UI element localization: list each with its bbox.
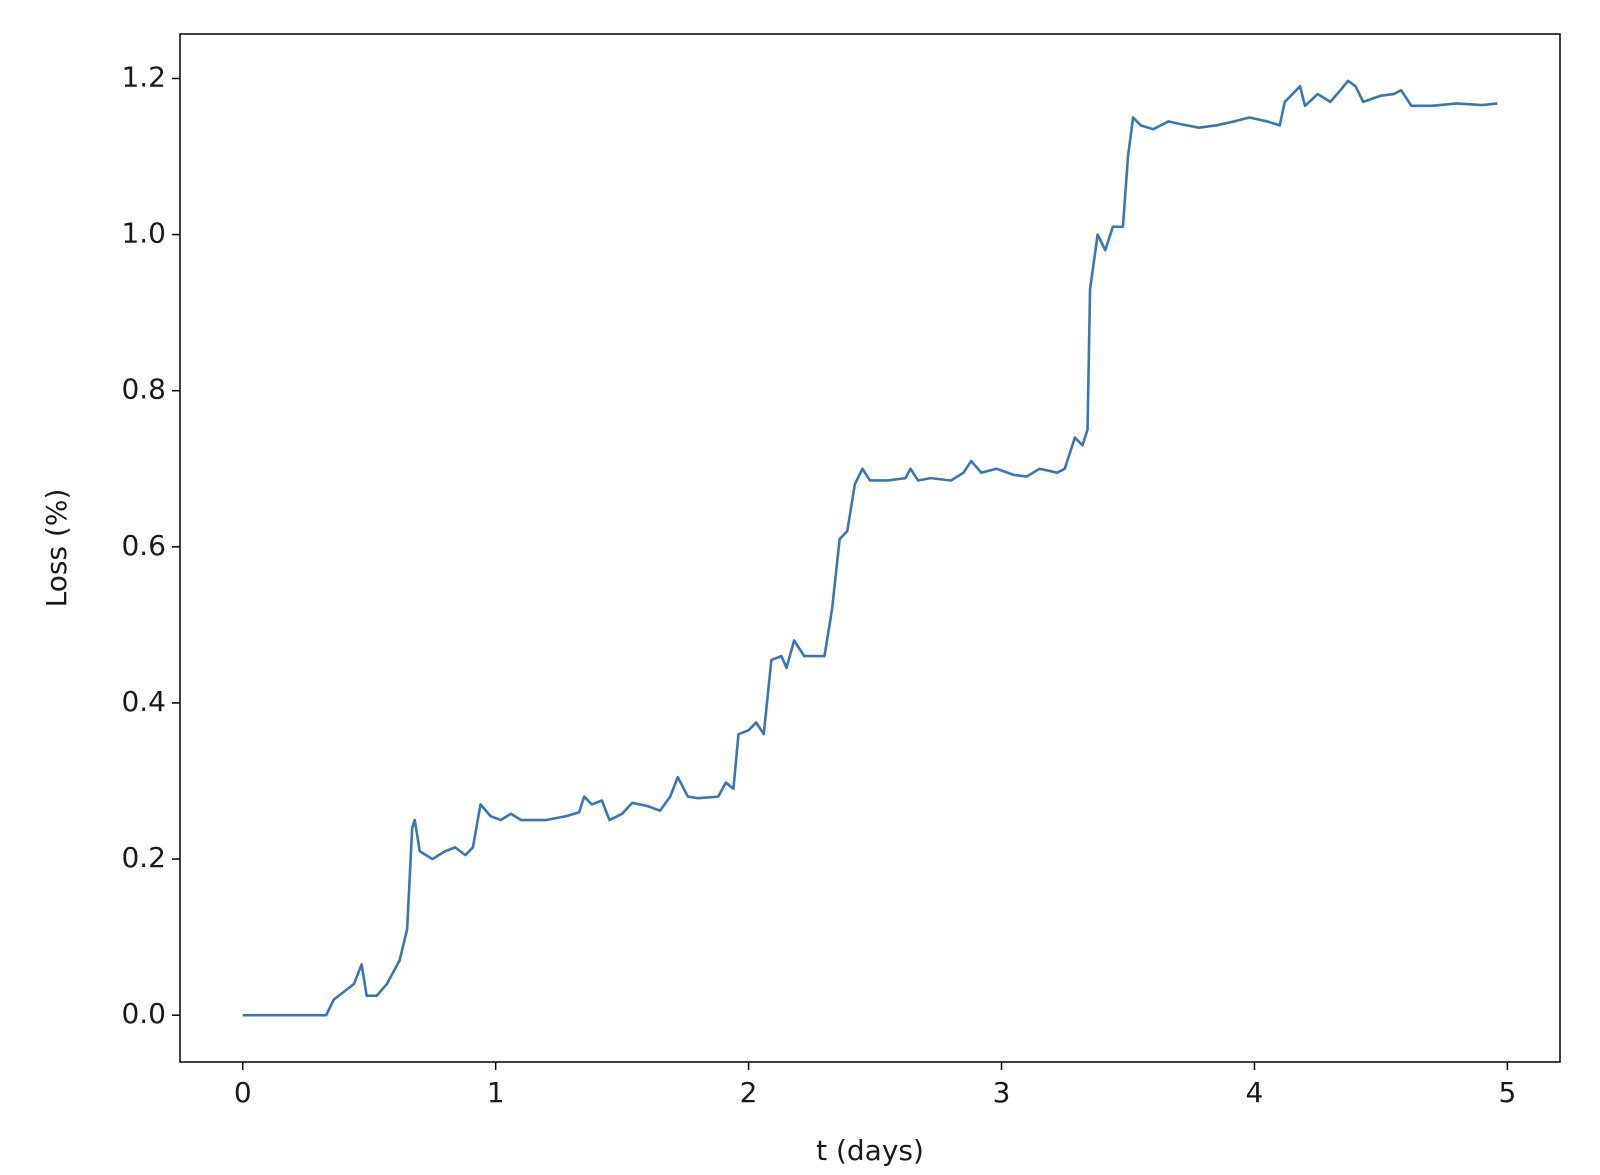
x-tick-label: 3 <box>993 1076 1011 1109</box>
y-tick-label: 0.6 <box>121 529 166 562</box>
y-tick-label: 0.0 <box>121 997 166 1030</box>
x-tick-label: 2 <box>740 1076 758 1109</box>
y-tick-label: 0.2 <box>121 841 166 874</box>
y-tick-label: 0.4 <box>121 685 166 718</box>
x-tick-label: 0 <box>234 1076 252 1109</box>
x-tick-label: 5 <box>1498 1076 1516 1109</box>
x-axis-label: t (days) <box>816 1134 924 1167</box>
y-tick-label: 1.2 <box>121 60 166 93</box>
y-tick-label: 0.8 <box>121 373 166 406</box>
data-line <box>242 79 1498 1017</box>
y-axis-label: Loss (%) <box>40 489 73 608</box>
x-tick-label: 1 <box>487 1076 505 1109</box>
x-tick-label: 4 <box>1246 1076 1264 1109</box>
plot-frame <box>179 33 1561 1063</box>
y-tick-label: 1.0 <box>121 217 166 250</box>
